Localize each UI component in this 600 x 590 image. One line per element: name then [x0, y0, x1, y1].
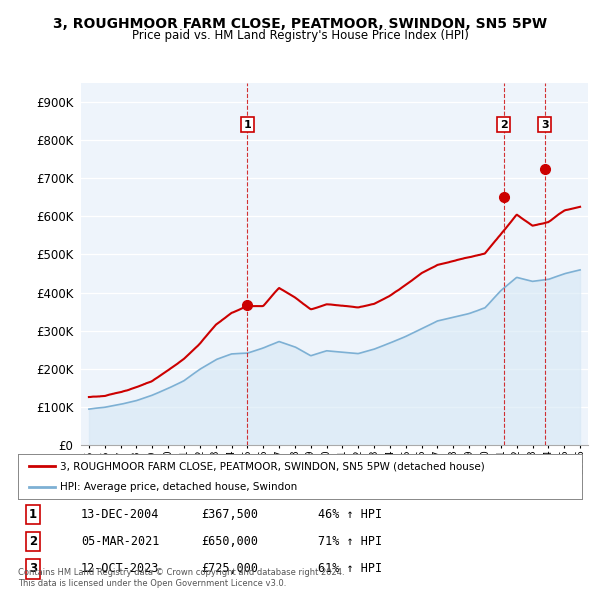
Text: 12-OCT-2023: 12-OCT-2023: [81, 562, 160, 575]
Text: Contains HM Land Registry data © Crown copyright and database right 2024.
This d: Contains HM Land Registry data © Crown c…: [18, 568, 344, 588]
Text: 3, ROUGHMOOR FARM CLOSE, PEATMOOR, SWINDON, SN5 5PW (detached house): 3, ROUGHMOOR FARM CLOSE, PEATMOOR, SWIND…: [60, 461, 485, 471]
Text: £725,000: £725,000: [201, 562, 258, 575]
Text: 3: 3: [541, 120, 549, 130]
Text: 46% ↑ HPI: 46% ↑ HPI: [318, 508, 382, 521]
Text: 2: 2: [29, 535, 37, 548]
Text: 1: 1: [244, 120, 251, 130]
Text: 3: 3: [29, 562, 37, 575]
Text: £367,500: £367,500: [201, 508, 258, 521]
Text: 61% ↑ HPI: 61% ↑ HPI: [318, 562, 382, 575]
Text: Price paid vs. HM Land Registry's House Price Index (HPI): Price paid vs. HM Land Registry's House …: [131, 30, 469, 42]
Text: 3, ROUGHMOOR FARM CLOSE, PEATMOOR, SWINDON, SN5 5PW: 3, ROUGHMOOR FARM CLOSE, PEATMOOR, SWIND…: [53, 17, 547, 31]
Text: 2: 2: [500, 120, 508, 130]
Text: HPI: Average price, detached house, Swindon: HPI: Average price, detached house, Swin…: [60, 481, 298, 491]
Text: 71% ↑ HPI: 71% ↑ HPI: [318, 535, 382, 548]
Text: £650,000: £650,000: [201, 535, 258, 548]
Text: 1: 1: [29, 508, 37, 521]
Text: 13-DEC-2004: 13-DEC-2004: [81, 508, 160, 521]
Text: 05-MAR-2021: 05-MAR-2021: [81, 535, 160, 548]
